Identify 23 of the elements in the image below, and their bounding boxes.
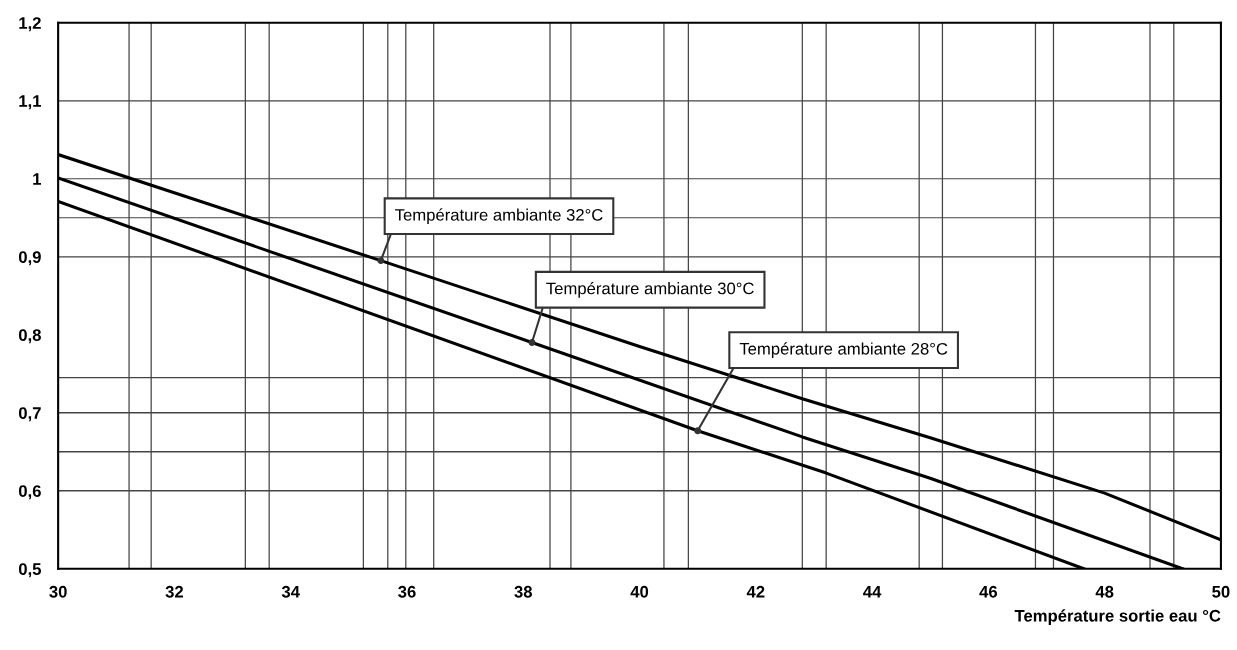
y-tick-label: 0,5 [18, 563, 42, 578]
x-tick-label: 42 [746, 585, 765, 598]
x-tick-label: 46 [979, 585, 998, 598]
x-tick-label: 34 [281, 585, 300, 598]
y-tick-label: 1,2 [19, 17, 41, 32]
x-tick-label: 40 [630, 585, 649, 598]
x-tick-label: 44 [863, 586, 882, 598]
y-tick-label: 1,1 [19, 95, 42, 110]
y-tick-label: 0,6 [18, 485, 41, 500]
x-tick-label: 38 [514, 585, 533, 598]
x-tick-label: 32 [165, 585, 184, 598]
y-tick-label: 1 [33, 173, 42, 185]
x-axis-title: Température sortie eau °C [1014, 609, 1221, 625]
annotation: Température ambiante 28°C [739, 342, 948, 358]
y-tick-label: 0,8 [18, 329, 41, 344]
x-tick-label: 30 [49, 585, 67, 598]
y-tick-label: 0,7 [18, 407, 41, 422]
y-tick-label: 0,9 [18, 251, 41, 266]
x-tick-label: 50 [1212, 585, 1230, 598]
x-tick-label: 48 [1095, 585, 1114, 598]
annotation: Température ambiante 30°C [546, 281, 754, 298]
x-tick-label: 36 [398, 585, 416, 598]
annotation: Température ambiante 32°C [395, 208, 603, 225]
